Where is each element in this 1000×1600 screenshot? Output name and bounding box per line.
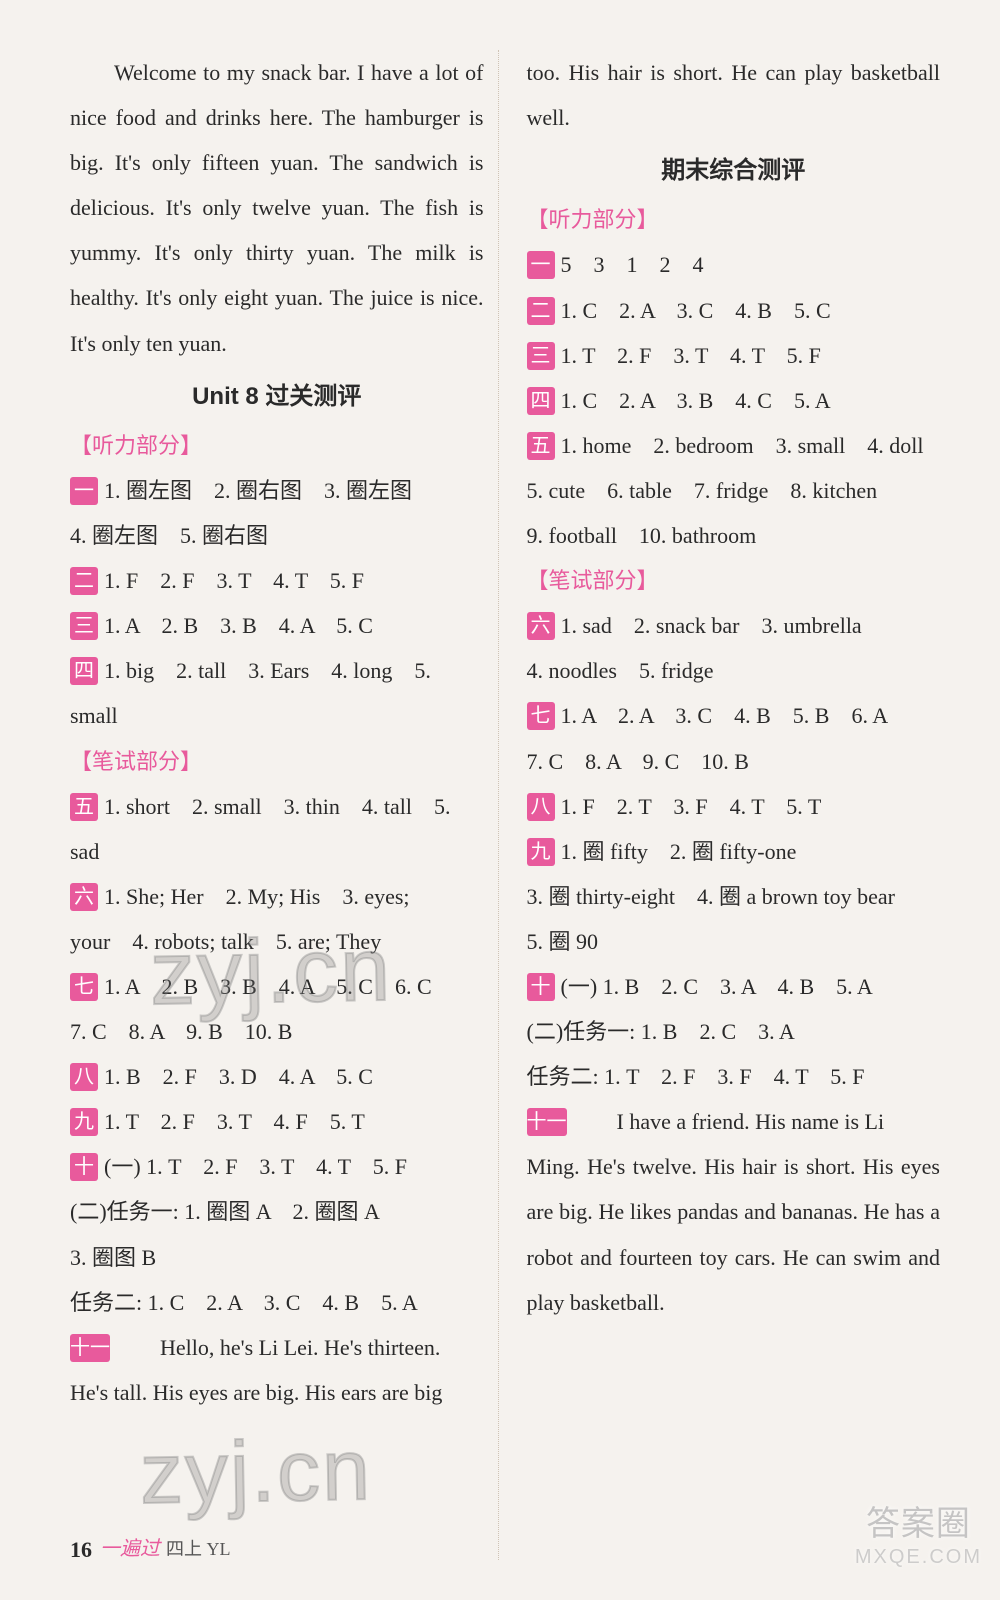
num-11-box: 十一 bbox=[70, 1334, 110, 1362]
answer-text: (一) 1. T 2. F 3. T 4. T 5. F bbox=[104, 1154, 407, 1179]
answer-text: I have a friend. His name is Li bbox=[617, 1109, 885, 1134]
num-5-box: 五 bbox=[70, 793, 98, 821]
q1-line1: 一1. 圈左图 2. 圈右图 3. 圈左图 bbox=[70, 468, 484, 513]
answer-text: 5 3 1 2 4 bbox=[561, 252, 704, 277]
q10-line1: 十(一) 1. T 2. F 3. T 4. T 5. F bbox=[70, 1144, 484, 1189]
num-8-box: 八 bbox=[70, 1063, 98, 1091]
answer-text: 1. sad 2. snack bar 3. umbrella bbox=[561, 613, 862, 638]
num-6-box: 六 bbox=[527, 612, 555, 640]
q4: 四1. big 2. tall 3. Ears 4. long 5. small bbox=[70, 648, 484, 738]
right-column: too. His hair is short. He can play bask… bbox=[517, 50, 941, 1560]
q2: 二1. F 2. F 3. T 4. T 5. F bbox=[70, 558, 484, 603]
footer-grade: 四上 YL bbox=[166, 1531, 231, 1568]
listening-label: 【听力部分】 bbox=[70, 423, 484, 468]
q7-line1: 七1. A 2. B 3. B 4. A 5. C 6. C bbox=[70, 964, 484, 1009]
num-3-box: 三 bbox=[70, 612, 98, 640]
q10-line4: 任务二: 1. C 2. A 3. C 4. B 5. A bbox=[70, 1280, 484, 1325]
q10-line2: (二)任务一: 1. 圈图 A 2. 圈图 A bbox=[70, 1189, 484, 1234]
r-q4: 四1. C 2. A 3. B 4. C 5. A bbox=[527, 378, 941, 423]
num-1-box: 一 bbox=[70, 477, 98, 505]
num-2-box: 二 bbox=[527, 297, 555, 325]
num-3-box: 三 bbox=[527, 342, 555, 370]
final-exam-title: 期末综合测评 bbox=[527, 146, 941, 195]
answer-text: 1. A 2. B 3. B 4. A 5. C 6. C bbox=[104, 974, 432, 999]
answer-text: 1. B 2. F 3. D 4. A 5. C bbox=[104, 1064, 373, 1089]
r-q7-l2: 7. C 8. A 9. C 10. B bbox=[527, 739, 941, 784]
answer-text: 1. A 2. A 3. C 4. B 5. B 6. A bbox=[561, 703, 889, 728]
page-footer: 16 一遍过 四上 YL bbox=[70, 1527, 231, 1572]
num-10-box: 十 bbox=[70, 1153, 98, 1181]
answer-text: 1. T 2. F 3. T 4. F 5. T bbox=[104, 1109, 365, 1134]
q6-line2: your 4. robots; talk 5. are; They bbox=[70, 919, 484, 964]
q5: 五1. short 2. small 3. thin 4. tall 5. sa… bbox=[70, 784, 484, 874]
num-4-box: 四 bbox=[70, 657, 98, 685]
num-1-box: 一 bbox=[527, 251, 555, 279]
r-q5-l3: 9. football 10. bathroom bbox=[527, 513, 941, 558]
r-q5-l2: 5. cute 6. table 7. fridge 8. kitchen bbox=[527, 468, 941, 513]
r-q10-l3: 任务二: 1. T 2. F 3. F 4. T 5. F bbox=[527, 1054, 941, 1099]
q11-line2: He's tall. His eyes are big. His ears ar… bbox=[70, 1370, 484, 1415]
r-q7-l1: 七1. A 2. A 3. C 4. B 5. B 6. A bbox=[527, 693, 941, 738]
answer-text: (一) 1. B 2. C 3. A 4. B 5. A bbox=[561, 974, 873, 999]
r-q9-l3: 5. 圈 90 bbox=[527, 919, 941, 964]
r-q9-l2: 3. 圈 thirty-eight 4. 圈 a brown toy bear bbox=[527, 874, 941, 919]
q7-line2: 7. C 8. A 9. B 10. B bbox=[70, 1009, 484, 1054]
num-7-box: 七 bbox=[527, 702, 555, 730]
r-q10-l1: 十(一) 1. B 2. C 3. A 4. B 5. A bbox=[527, 964, 941, 1009]
q6-line1: 六1. She; Her 2. My; His 3. eyes; bbox=[70, 874, 484, 919]
answer-text: 1. 圈左图 2. 圈右图 3. 圈左图 bbox=[104, 478, 412, 503]
q3: 三1. A 2. B 3. B 4. A 5. C bbox=[70, 603, 484, 648]
answer-text: 1. 圈 fifty 2. 圈 fifty-one bbox=[561, 839, 797, 864]
num-10-box: 十 bbox=[527, 973, 555, 1001]
unit8-title: Unit 8 过关测评 bbox=[70, 372, 484, 421]
answer-text: 1. C 2. A 3. C 4. B 5. C bbox=[561, 298, 831, 323]
r-q10-l2: (二)任务一: 1. B 2. C 3. A bbox=[527, 1009, 941, 1054]
answer-text: 1. F 2. F 3. T 4. T 5. F bbox=[104, 568, 364, 593]
answer-text: 1. She; Her 2. My; His 3. eyes; bbox=[104, 884, 410, 909]
r-q11-l2: Ming. He's twelve. His hair is short. Hi… bbox=[527, 1144, 941, 1324]
answer-text: 1. short 2. small 3. thin 4. tall 5. sad bbox=[70, 794, 451, 864]
answer-text: 1. big 2. tall 3. Ears 4. long 5. small bbox=[70, 658, 431, 728]
num-11-box: 十一 bbox=[527, 1108, 567, 1136]
answer-text: 1. T 2. F 3. T 4. T 5. F bbox=[561, 343, 821, 368]
answer-text: 1. home 2. bedroom 3. small 4. doll bbox=[561, 433, 924, 458]
q8: 八1. B 2. F 3. D 4. A 5. C bbox=[70, 1054, 484, 1099]
r-q5-l1: 五1. home 2. bedroom 3. small 4. doll bbox=[527, 423, 941, 468]
intro-paragraph: Welcome to my snack bar. I have a lot of… bbox=[70, 50, 484, 366]
listening-label-r: 【听力部分】 bbox=[527, 197, 941, 242]
left-column: Welcome to my snack bar. I have a lot of… bbox=[70, 50, 499, 1560]
answer-text: Hello, he's Li Lei. He's thirteen. bbox=[160, 1335, 440, 1360]
r-q1: 一5 3 1 2 4 bbox=[527, 242, 941, 287]
num-6-box: 六 bbox=[70, 883, 98, 911]
r-q11-l1: 十一 I have a friend. His name is Li bbox=[527, 1099, 941, 1144]
page-columns: Welcome to my snack bar. I have a lot of… bbox=[70, 50, 940, 1560]
answer-text: 1. F 2. T 3. F 4. T 5. T bbox=[561, 794, 822, 819]
page-number: 16 bbox=[70, 1527, 92, 1572]
q10-line3: 3. 圈图 B bbox=[70, 1235, 484, 1280]
writing-label-r: 【笔试部分】 bbox=[527, 558, 941, 603]
answer-text: 1. C 2. A 3. B 4. C 5. A bbox=[561, 388, 831, 413]
q9: 九1. T 2. F 3. T 4. F 5. T bbox=[70, 1099, 484, 1144]
r-q9-l1: 九1. 圈 fifty 2. 圈 fifty-one bbox=[527, 829, 941, 874]
r-q6-l2: 4. noodles 5. fridge bbox=[527, 648, 941, 693]
num-8-box: 八 bbox=[527, 793, 555, 821]
q1-line2: 4. 圈左图 5. 圈右图 bbox=[70, 513, 484, 558]
r-q6-l1: 六1. sad 2. snack bar 3. umbrella bbox=[527, 603, 941, 648]
r-q3: 三1. T 2. F 3. T 4. T 5. F bbox=[527, 333, 941, 378]
r-q2: 二1. C 2. A 3. C 4. B 5. C bbox=[527, 288, 941, 333]
r-q8: 八1. F 2. T 3. F 4. T 5. T bbox=[527, 784, 941, 829]
num-2-box: 二 bbox=[70, 567, 98, 595]
q11-line1: 十一 Hello, he's Li Lei. He's thirteen. bbox=[70, 1325, 484, 1370]
footer-brand: 一遍过 bbox=[100, 1529, 160, 1570]
num-7-box: 七 bbox=[70, 973, 98, 1001]
num-9-box: 九 bbox=[70, 1108, 98, 1136]
writing-label: 【笔试部分】 bbox=[70, 739, 484, 784]
continuation-paragraph: too. His hair is short. He can play bask… bbox=[527, 50, 941, 140]
num-5-box: 五 bbox=[527, 432, 555, 460]
num-4-box: 四 bbox=[527, 387, 555, 415]
num-9-box: 九 bbox=[527, 838, 555, 866]
answer-text: 1. A 2. B 3. B 4. A 5. C bbox=[104, 613, 373, 638]
